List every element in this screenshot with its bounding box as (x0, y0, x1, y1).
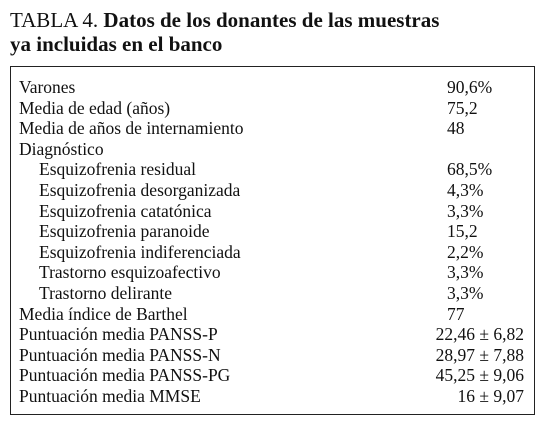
row-label: Trastorno esquizoafectivo (39, 262, 221, 283)
row-value: 68,5% (447, 159, 493, 180)
row-value: 90,6% (447, 77, 493, 97)
title-line: Datos de los donantes de las muestras (103, 8, 440, 32)
row-value: 77 (447, 303, 465, 324)
table-title: TABLA 4. Datos de los donantes de las mu… (10, 8, 439, 56)
row-label: Diagnóstico (19, 138, 104, 159)
row-label: Esquizofrenia catatónica (39, 200, 212, 221)
row-label: Puntuación media PANSS-N (19, 344, 221, 365)
row-value: 45,25 ± 9,06 (435, 365, 524, 386)
row-label: Puntuación media PANSS-P (19, 324, 218, 345)
row-value: 48 (447, 118, 465, 139)
row-label: Puntuación media MMSE (19, 386, 201, 406)
row-label: Trastorno delirante (39, 283, 173, 303)
row-label: Media de edad (años) (19, 97, 171, 118)
row-value: 3,3% (447, 262, 484, 283)
row-value: 2,2% (447, 241, 484, 262)
row-value: 3,3% (447, 200, 484, 221)
title-label: TABLA 4. (10, 8, 99, 32)
table: Varones 90,6% Media de edad (años) 75,2 Medi… (10, 66, 535, 415)
row-label: Media índice de Barthel (19, 303, 188, 324)
row-value: 75,2 (447, 97, 478, 118)
row-value: 28,97 ± 7,88 (435, 344, 524, 365)
row-label: Esquizofrenia paranoide (39, 221, 210, 242)
row-label: Esquizofrenia desorganizada (39, 180, 241, 200)
row-value: 4,3% (447, 180, 484, 200)
row-value: 16 ± 9,07 (457, 386, 524, 406)
row-value: 15,2 (447, 221, 478, 242)
row-label: Esquizofrenia indiferenciada (39, 241, 241, 262)
row-value: 22,46 ± 6,82 (435, 324, 524, 345)
row-value: 3,3% (447, 283, 484, 303)
title-line: ya incluidas en el banco (10, 32, 223, 56)
row-label: Puntuación media PANSS-PG (19, 365, 231, 386)
row-label: Esquizofrenia residual (39, 159, 196, 180)
row-label: Media de años de internamiento (19, 118, 244, 139)
row-label: Varones (19, 77, 76, 97)
